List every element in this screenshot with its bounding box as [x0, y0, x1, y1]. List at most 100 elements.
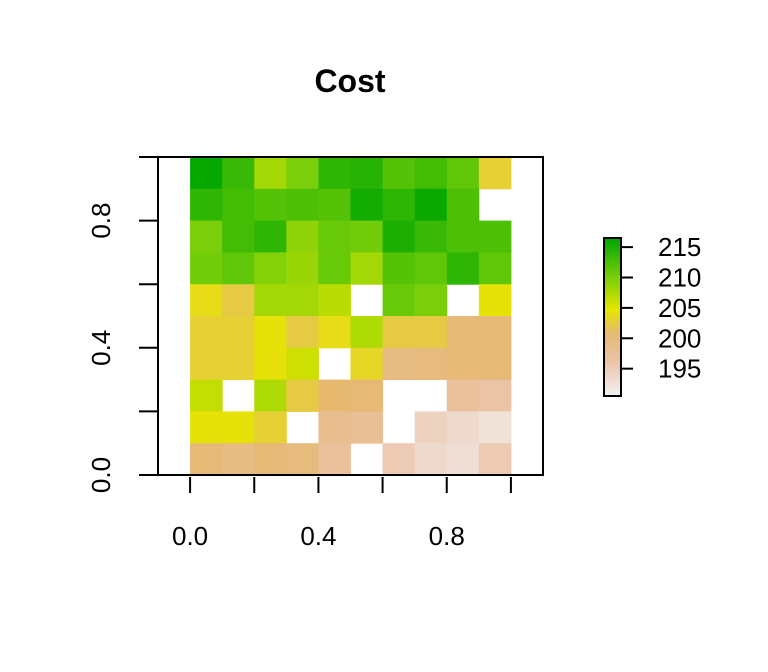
- heatmap-cell: [382, 188, 416, 222]
- heatmap-cell: [350, 157, 384, 190]
- heatmap-cell: [222, 284, 255, 317]
- legend-frame: [603, 237, 622, 397]
- heatmap-cell: [478, 220, 512, 253]
- heatmap-cell: [446, 316, 480, 349]
- legend-swatch: [604, 269, 621, 273]
- y-tick-label: 0.8: [86, 203, 116, 239]
- legend-swatch: [604, 256, 621, 260]
- legend-swatch: [604, 343, 621, 347]
- heatmap-cell: [478, 443, 512, 476]
- heatmap-cell: [254, 252, 287, 285]
- legend-swatch: [604, 364, 621, 368]
- heatmap-cell: [286, 316, 319, 349]
- legend-swatch: [604, 303, 621, 308]
- heatmap-cell: [254, 284, 287, 317]
- heatmap-cell: [190, 157, 223, 190]
- heatmap-cell: [254, 220, 287, 253]
- legend-swatch: [604, 298, 621, 302]
- heatmap-cell: [190, 443, 223, 476]
- heatmap-cell: [414, 316, 448, 349]
- plot-frame: [157, 156, 544, 476]
- legend-swatch: [604, 309, 621, 313]
- legend-swatch: [604, 245, 621, 250]
- x-tick-label: 0.4: [300, 521, 336, 551]
- legend-swatch: [604, 319, 621, 323]
- heatmap-cell: [286, 220, 319, 253]
- heatmap-cell: [446, 347, 480, 381]
- heatmap-cell: [382, 157, 416, 190]
- heatmap-cell: [382, 220, 416, 253]
- legend-swatch: [604, 353, 621, 358]
- legend-swatch: [604, 348, 621, 352]
- heatmap-cell: [414, 347, 448, 381]
- legend-swatch: [604, 248, 621, 252]
- heatmap-cell: [190, 316, 223, 349]
- legend-swatch: [604, 369, 621, 373]
- heatmap-cell: [414, 284, 448, 317]
- legend-swatch: [604, 311, 621, 315]
- heatmap-cell: [254, 157, 287, 190]
- heatmap-cell: [286, 252, 319, 285]
- heatmap-cell: [318, 188, 351, 222]
- heatmap-cell: [286, 443, 319, 476]
- heatmap-cell: [286, 188, 319, 222]
- x-axis: 0.0 0.4 0.8: [172, 477, 512, 551]
- heatmap-cell: [286, 157, 319, 190]
- legend-swatch: [604, 356, 621, 360]
- legend-swatch: [604, 293, 621, 297]
- heatmap-cell: [318, 443, 351, 476]
- legend-swatch: [604, 253, 621, 258]
- legend-swatch: [604, 388, 621, 392]
- legend-swatch: [604, 240, 621, 244]
- heatmap-cell: [222, 220, 255, 253]
- heatmap-cell: [446, 252, 480, 285]
- legend-swatch: [604, 261, 621, 265]
- heatmap-cell: [350, 379, 384, 412]
- y-tick-label: 0.0: [86, 457, 116, 493]
- legend-swatch: [604, 295, 621, 300]
- legend-swatch: [604, 327, 621, 331]
- heatmap-cell: [446, 443, 480, 476]
- heatmap-cell: [350, 188, 384, 222]
- legend-swatch: [604, 332, 621, 337]
- heatmap-cell: [190, 284, 223, 317]
- legend-swatch: [604, 290, 621, 294]
- legend-swatch: [604, 380, 621, 384]
- heatmap-cell: [414, 252, 448, 285]
- heatmap-cell: [254, 316, 287, 349]
- heatmap-cell: [350, 220, 384, 253]
- legend-swatch: [604, 374, 621, 379]
- heatmap-cell: [254, 188, 287, 222]
- legend-swatch: [604, 264, 621, 268]
- legend-swatch: [604, 277, 621, 281]
- legend-swatch: [604, 280, 621, 284]
- heatmap-cell: [254, 443, 287, 476]
- legend-swatch: [604, 351, 621, 355]
- chart-title: Cost: [314, 63, 385, 99]
- heatmap-cell: [350, 252, 384, 285]
- heatmap-cell: [286, 347, 319, 381]
- heatmap-cell: [478, 347, 512, 381]
- heatmap-cell: [190, 188, 223, 222]
- legend-tick-label: 205: [658, 293, 701, 323]
- heatmap-cell: [222, 411, 255, 444]
- heatmap-cell: [382, 316, 416, 349]
- legend-swatch: [604, 345, 621, 350]
- heatmap-cell: [190, 379, 223, 412]
- heatmap-cell: [222, 316, 255, 349]
- legend-swatch: [604, 322, 621, 326]
- legend-swatch: [604, 382, 621, 387]
- heatmap-cell: [318, 220, 351, 253]
- heatmap-cell: [286, 379, 319, 412]
- legend-swatch: [604, 359, 621, 363]
- heatmap-cell: [382, 252, 416, 285]
- heatmap-cell: [446, 220, 480, 253]
- heatmap-cell: [286, 284, 319, 317]
- legend-swatch: [604, 324, 621, 329]
- heatmap-cell: [190, 347, 223, 381]
- heatmap-cell: [318, 157, 351, 190]
- legend-swatch: [604, 285, 621, 289]
- heatmap-cell: [318, 284, 351, 317]
- heatmap-cell: [318, 411, 351, 444]
